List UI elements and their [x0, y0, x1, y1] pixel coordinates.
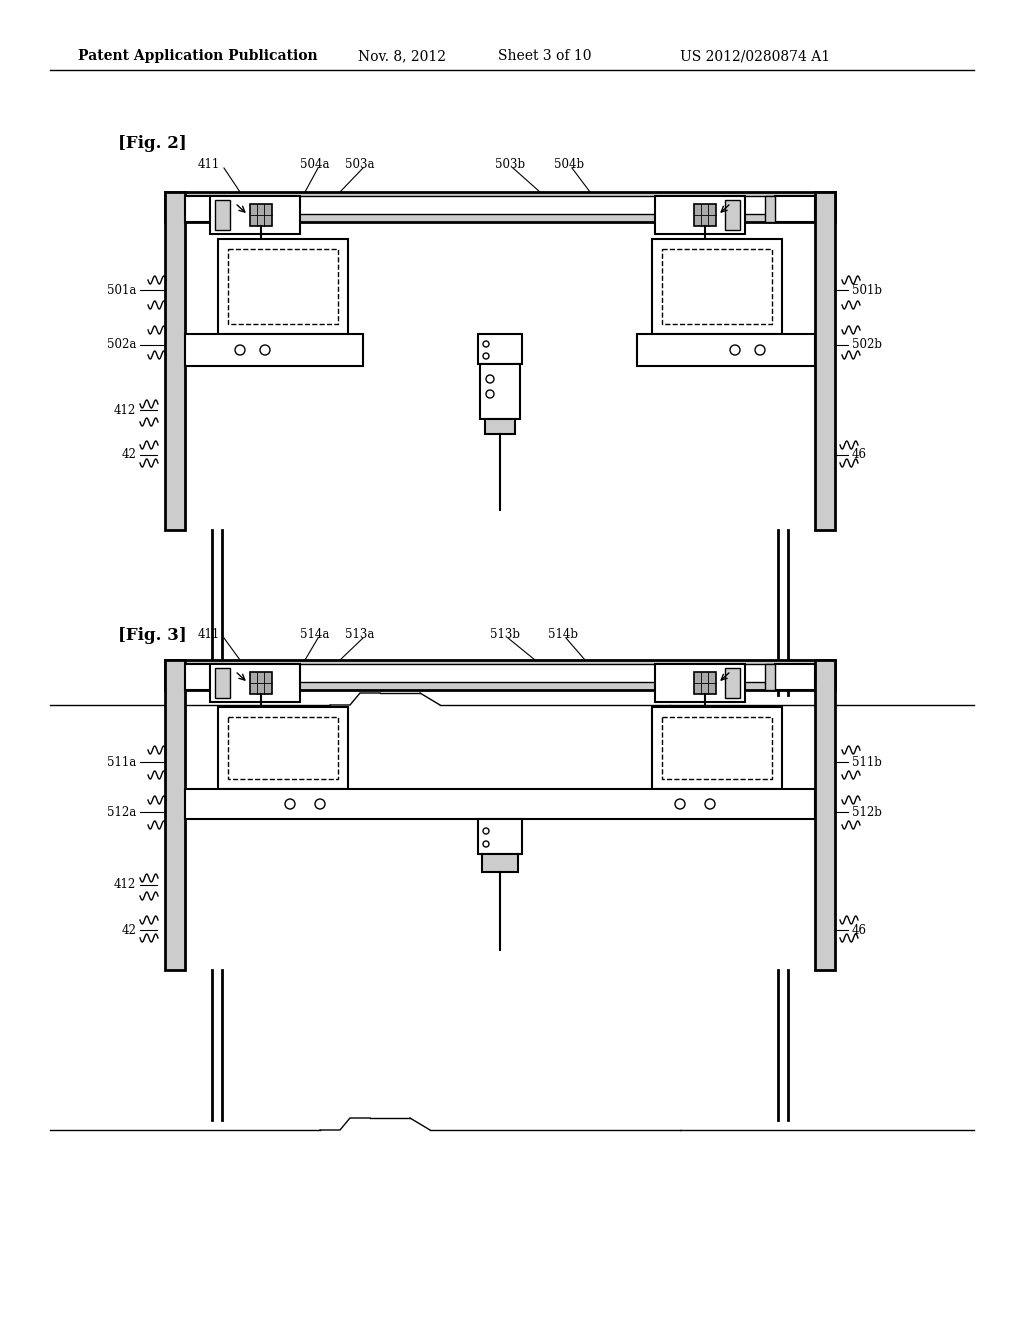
- Circle shape: [483, 828, 489, 834]
- Circle shape: [486, 375, 494, 383]
- Bar: [250, 205, 272, 226]
- Circle shape: [315, 799, 325, 809]
- Text: 501a: 501a: [106, 284, 136, 297]
- Bar: [185, 664, 225, 690]
- Bar: [185, 664, 815, 682]
- Bar: [765, 664, 775, 690]
- Bar: [165, 660, 185, 970]
- Text: [Fig. 3]: [Fig. 3]: [118, 627, 186, 644]
- Bar: [225, 664, 234, 690]
- Bar: [185, 195, 815, 214]
- Text: 511a: 511a: [106, 755, 136, 768]
- Circle shape: [675, 799, 685, 809]
- Bar: [478, 334, 522, 364]
- Bar: [228, 249, 338, 323]
- Text: 502b: 502b: [852, 338, 882, 351]
- Text: 514a: 514a: [300, 628, 330, 642]
- Bar: [815, 660, 835, 970]
- Circle shape: [755, 345, 765, 355]
- Text: 412: 412: [114, 879, 136, 891]
- Text: 513a: 513a: [345, 628, 375, 642]
- Bar: [210, 195, 300, 234]
- Text: Sheet 3 of 10: Sheet 3 of 10: [498, 49, 592, 63]
- Text: 502a: 502a: [106, 338, 136, 351]
- Text: 513b: 513b: [490, 628, 520, 642]
- Bar: [765, 195, 775, 222]
- Bar: [165, 191, 835, 222]
- Bar: [694, 672, 716, 694]
- Text: 503b: 503b: [495, 158, 525, 172]
- Text: 42: 42: [121, 449, 136, 462]
- Text: 46: 46: [852, 924, 867, 936]
- Bar: [165, 191, 185, 531]
- Bar: [210, 664, 300, 702]
- Bar: [185, 195, 225, 222]
- Circle shape: [285, 799, 295, 809]
- Bar: [482, 854, 518, 873]
- Bar: [218, 708, 348, 789]
- Bar: [215, 668, 230, 698]
- Bar: [185, 334, 362, 366]
- Bar: [637, 334, 815, 366]
- Bar: [652, 708, 782, 789]
- Circle shape: [234, 345, 245, 355]
- Text: US 2012/0280874 A1: US 2012/0280874 A1: [680, 49, 830, 63]
- Circle shape: [486, 389, 494, 399]
- Text: 501b: 501b: [852, 284, 882, 297]
- Bar: [652, 239, 782, 334]
- Bar: [228, 717, 338, 779]
- Text: 504a: 504a: [300, 158, 330, 172]
- Bar: [662, 717, 772, 779]
- Bar: [815, 191, 835, 531]
- Text: 411: 411: [198, 628, 220, 642]
- Bar: [485, 418, 515, 434]
- Text: [Fig. 2]: [Fig. 2]: [118, 135, 186, 152]
- Text: 504b: 504b: [554, 158, 584, 172]
- Text: 503a: 503a: [345, 158, 375, 172]
- Circle shape: [705, 799, 715, 809]
- Bar: [478, 818, 522, 854]
- Bar: [694, 205, 716, 226]
- Bar: [775, 195, 815, 222]
- Text: Patent Application Publication: Patent Application Publication: [78, 49, 317, 63]
- Text: 514b: 514b: [548, 628, 578, 642]
- Circle shape: [483, 841, 489, 847]
- Text: 412: 412: [114, 404, 136, 417]
- Bar: [250, 672, 272, 694]
- Bar: [655, 664, 745, 702]
- Bar: [662, 249, 772, 323]
- Circle shape: [730, 345, 740, 355]
- Bar: [185, 789, 815, 818]
- Bar: [775, 664, 815, 690]
- Text: 46: 46: [852, 449, 867, 462]
- Text: Nov. 8, 2012: Nov. 8, 2012: [358, 49, 446, 63]
- Bar: [725, 201, 740, 230]
- Bar: [218, 239, 348, 334]
- Bar: [480, 364, 520, 418]
- Text: 411: 411: [198, 158, 220, 172]
- Text: 512b: 512b: [852, 805, 882, 818]
- Bar: [165, 660, 835, 690]
- Text: 512a: 512a: [106, 805, 136, 818]
- Bar: [725, 668, 740, 698]
- Circle shape: [483, 341, 489, 347]
- Text: 511b: 511b: [852, 755, 882, 768]
- Bar: [655, 195, 745, 234]
- Circle shape: [483, 352, 489, 359]
- Bar: [225, 195, 234, 222]
- Bar: [215, 201, 230, 230]
- Text: 42: 42: [121, 924, 136, 936]
- Circle shape: [260, 345, 270, 355]
